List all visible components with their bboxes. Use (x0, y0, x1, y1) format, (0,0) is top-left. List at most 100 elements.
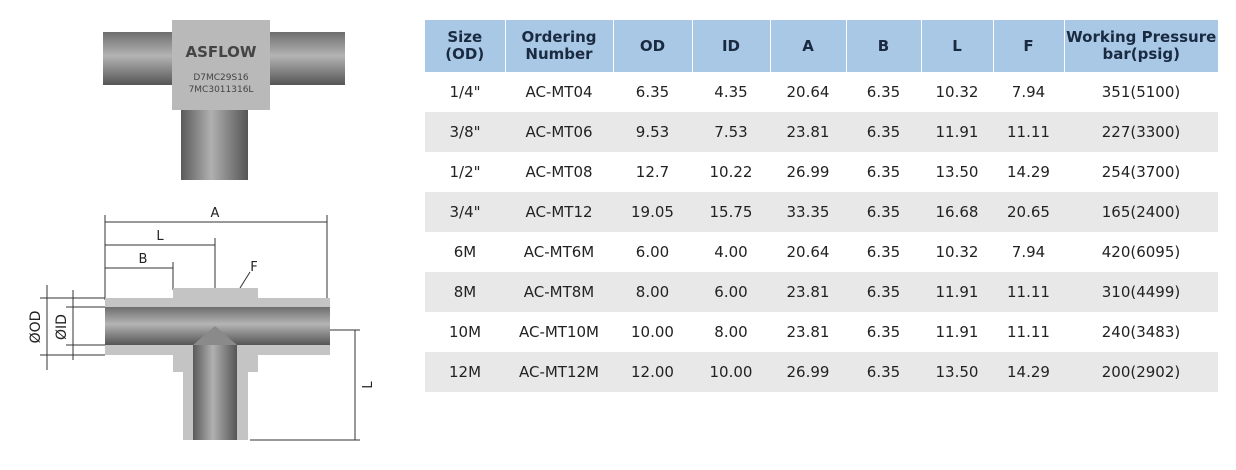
table-cell: 165(2400) (1064, 192, 1218, 232)
table-cell: 10M (448, 323, 482, 341)
header-text: Ordering (521, 28, 597, 46)
table-cell: 10.32 (935, 243, 979, 261)
table-cell: 8.00 (613, 272, 692, 312)
table-cell: 3/8" (425, 112, 505, 152)
table-cell: 14.29 (993, 352, 1064, 392)
table-cell: 11.91 (935, 323, 979, 341)
header-cell: Working Pressure bar(psig) (1063, 20, 1218, 72)
table-row: 3/8" AC-MT06 9.53 7.53 23.81 6.35 11.91 11.11 22… (425, 112, 1218, 152)
table-cell: 4.00 (714, 243, 748, 261)
header-text: (OD) (445, 45, 485, 63)
brand: ASFLOW (186, 43, 257, 61)
table-cell: 6.35 (635, 83, 670, 101)
table-cell: 6.35 (866, 163, 901, 181)
table-cell: 11.11 (993, 272, 1064, 312)
table-cell: 6.00 (635, 243, 670, 261)
table-cell: 200(2902) (1064, 352, 1218, 392)
marking: D7MC29S16 (193, 73, 249, 83)
header-cell: OD (612, 20, 692, 72)
table-cell: AC-MT08 (525, 163, 593, 181)
table-cell: 1/4" (449, 83, 481, 101)
dim-label: A (211, 206, 220, 221)
table-cell: 6.35 (866, 243, 901, 261)
header-text: OD (639, 36, 666, 55)
header-text: ID (721, 36, 741, 55)
table-cell: 6.35 (846, 352, 921, 392)
table-cell: 310(4499) (1064, 272, 1218, 312)
drawing-body (105, 288, 330, 440)
header-text: F (1023, 36, 1034, 55)
table-cell: 8M (425, 272, 505, 312)
table-row: 8M AC-MT8M 8.00 6.00 23.81 6.35 11.91 11.11 310(… (425, 272, 1218, 312)
table-cell: 6.35 (846, 272, 921, 312)
table-cell: 9.53 (613, 112, 692, 152)
header-cell: A (769, 20, 846, 72)
header-cell: B (845, 20, 921, 72)
table-row: 10M AC-MT10M 10.00 8.00 23.81 6.35 11.91 11.11 2… (425, 312, 1218, 352)
table-row: 1/4" AC-MT04 6.35 4.35 20.64 6.35 10.32 7.94 351… (425, 72, 1218, 112)
table-cell: 10.32 (935, 83, 979, 101)
table-cell: 254(3700) (1101, 163, 1181, 181)
table-cell: 6.35 (866, 323, 901, 341)
table-cell: 6.35 (866, 83, 901, 101)
marking: 7MC3011316L (189, 85, 254, 95)
table-cell: 13.50 (921, 352, 993, 392)
header-text: L (952, 36, 962, 55)
dim-label: F (250, 260, 257, 275)
table-cell: 10.22 (709, 163, 753, 181)
table-cell: 33.35 (770, 192, 846, 232)
table-body: 1/4" AC-MT04 6.35 4.35 20.64 6.35 10.32 7.94 351… (425, 72, 1218, 392)
dim-label: ØOD (28, 311, 44, 344)
table-cell: 4.35 (714, 83, 748, 101)
header-cell: F (992, 20, 1064, 72)
table-cell: 14.29 (1007, 163, 1050, 181)
header-text: B (877, 36, 890, 55)
table-cell: 26.99 (786, 163, 830, 181)
table-cell: 11.91 (921, 272, 993, 312)
dim-label: L (361, 381, 376, 389)
header-text: Working Pressure (1066, 28, 1217, 46)
header-cell: ID (691, 20, 770, 72)
product-photo: ASFLOW D7MC29S16 7MC3011316L (103, 20, 345, 180)
table-cell: 19.05 (613, 192, 692, 232)
table-cell: 20.64 (786, 83, 830, 101)
header-text: bar(psig) (1102, 45, 1180, 63)
table-cell: 23.81 (786, 323, 830, 341)
table-cell: 6M (453, 243, 477, 261)
table-cell: 227(3300) (1064, 112, 1218, 152)
table-cell: 7.53 (692, 112, 770, 152)
table-cell: 10.00 (631, 323, 674, 341)
table-cell: 16.68 (921, 192, 993, 232)
header-row: Size (OD) Ordering Number OD ID A B L F Working Pr… (425, 20, 1218, 72)
table-cell: AC-MT10M (518, 323, 600, 341)
table-cell: AC-MT12M (505, 352, 613, 392)
dim-label: L (156, 229, 164, 244)
table-cell: 6.35 (846, 192, 921, 232)
table-cell: 1/2" (449, 163, 481, 181)
table-cell: AC-MT06 (505, 112, 613, 152)
table-cell: AC-MT6M (523, 243, 595, 261)
table-cell: 10.00 (692, 352, 770, 392)
table-cell: 8.00 (714, 323, 748, 341)
dim-label: ØID (54, 314, 70, 340)
header-text: A (802, 36, 814, 55)
spec-table: Size (OD) Ordering Number OD ID A B L F Working Pr… (425, 20, 1218, 392)
table-cell: 20.64 (786, 243, 830, 261)
table-cell: 3/4" (425, 192, 505, 232)
table-cell: 351(5100) (1101, 83, 1181, 101)
table-cell: 20.65 (993, 192, 1064, 232)
table-cell: AC-MT04 (525, 83, 593, 101)
table-cell: AC-MT8M (505, 272, 613, 312)
table-cell: 12M (425, 352, 505, 392)
product-drawing: ASFLOW D7MC29S16 7MC3011316L A L B F ØOD… (28, 20, 376, 441)
table-cell: 6.35 (846, 112, 921, 152)
table-cell: 12.00 (613, 352, 692, 392)
table-cell: 12.7 (635, 163, 670, 181)
table-cell: 23.81 (770, 272, 846, 312)
header-cell: Ordering Number (504, 20, 613, 72)
table-cell: 420(6095) (1101, 243, 1181, 261)
table-row: 6M AC-MT6M 6.00 4.00 20.64 6.35 10.32 7.94 420(6… (425, 232, 1218, 272)
table-cell: 11.91 (921, 112, 993, 152)
table-cell: 13.50 (935, 163, 979, 181)
